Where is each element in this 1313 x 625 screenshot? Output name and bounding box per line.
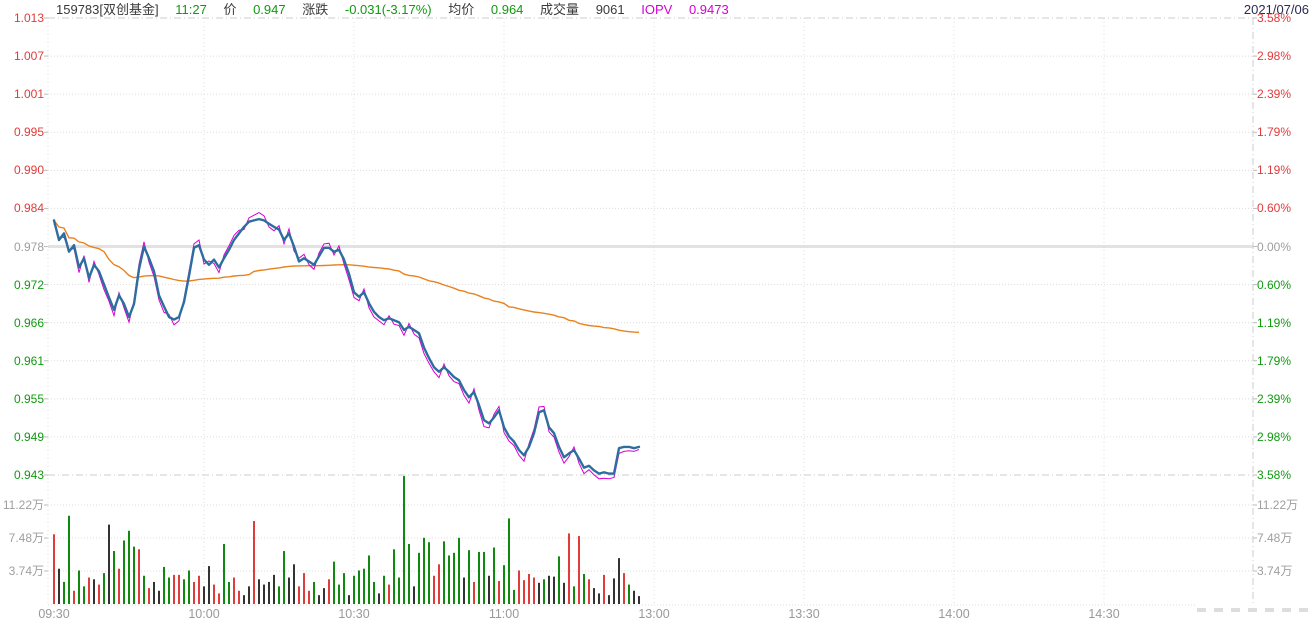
change-label: 涨跌 <box>302 2 329 17</box>
pct-axis-label: 2.98% <box>1257 49 1292 64</box>
time-axis-label: 10:30 <box>338 607 370 621</box>
time-axis-label: 09:30 <box>38 607 70 621</box>
change-value: -0.031(-3.17%) <box>344 2 432 17</box>
price-axis-label: 0.990 <box>13 163 44 178</box>
pct-axis-label: 1.79% <box>1257 353 1292 368</box>
pct-axis-label: 3.58% <box>1257 11 1292 25</box>
chart-header: 159783[双创基金] 11:27 价 0.947 涨跌 -0.031(-3.… <box>56 1 742 18</box>
volume-axis-label: 3.74万 <box>8 563 44 578</box>
iopv-value: 0.9473 <box>688 2 729 17</box>
iopv-line <box>53 212 640 480</box>
price-axis-label: 1.013 <box>13 11 44 25</box>
price-axis-label: 0.955 <box>13 391 44 406</box>
pct-axis-label: 0.60% <box>1257 277 1292 292</box>
pct-axis-label: 3.58% <box>1257 468 1292 482</box>
time-axis-label: 13:00 <box>638 607 670 621</box>
avg-price-value: 0.964 <box>490 2 524 17</box>
pct-axis-label: 0.00% <box>1257 239 1292 254</box>
price-line <box>52 217 641 475</box>
pct-axis-label: 2.39% <box>1257 87 1292 102</box>
volume-value: 9061 <box>595 2 625 17</box>
price-axis-label: 1.001 <box>13 87 44 102</box>
price-axis-label: 1.007 <box>13 49 44 64</box>
time-axis-label: 11:00 <box>488 607 520 621</box>
pct-axis-label: 1.19% <box>1257 315 1292 330</box>
price-axis-label: 0.995 <box>13 125 44 140</box>
time-axis-label: 10:00 <box>188 607 220 621</box>
iopv-label: IOPV <box>641 2 673 17</box>
grid-lines <box>44 17 1313 612</box>
price-axis-label: 0.978 <box>13 239 44 254</box>
volume-axis-label: 11.22万 <box>2 497 44 512</box>
volume-axis-label: 3.74万 <box>1257 563 1293 578</box>
fund-code-name: 159783[双创基金] <box>56 2 159 17</box>
quote-time: 11:27 <box>175 2 207 17</box>
pct-axis-label: 2.98% <box>1257 429 1292 444</box>
time-axis-label: 14:00 <box>938 607 970 621</box>
avg-price-line <box>53 219 640 333</box>
pct-axis-label: 1.19% <box>1257 163 1292 178</box>
volume-label: 成交量 <box>540 2 580 17</box>
price-axis-label: 0.966 <box>13 315 44 330</box>
volume-axis-label: 11.22万 <box>1257 497 1299 512</box>
volume-axis-label: 7.48万 <box>8 530 44 545</box>
price-axis-label: 0.972 <box>13 277 44 292</box>
price-axis-label: 0.961 <box>13 353 44 368</box>
price-axis-label: 0.943 <box>13 468 44 482</box>
price-axis-label: 0.984 <box>13 201 44 216</box>
time-axis-label: 13:30 <box>788 607 820 621</box>
pct-axis-label: 0.60% <box>1257 201 1292 216</box>
volume-bars <box>53 476 640 604</box>
price-value: 0.947 <box>253 2 286 17</box>
time-axis-label: 14:30 <box>1088 607 1120 621</box>
price-label: 价 <box>223 2 237 17</box>
pct-axis-label: 2.39% <box>1257 391 1292 406</box>
avg-price-label: 均价 <box>448 2 475 17</box>
price-axis-label: 0.949 <box>13 429 44 444</box>
volume-axis-label: 7.48万 <box>1257 530 1293 545</box>
date-label: 2021/07/06 <box>1243 2 1309 17</box>
pct-axis-label: 1.79% <box>1257 125 1292 140</box>
